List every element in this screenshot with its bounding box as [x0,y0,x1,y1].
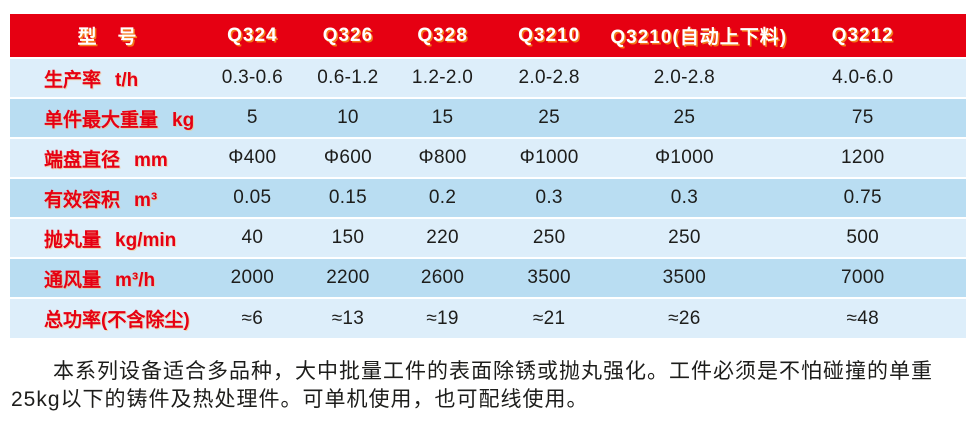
spec-value-cell: 150 [299,217,397,258]
spec-value-cell: Φ600 [299,137,397,178]
spec-value-cell: 10 [299,97,397,138]
row-label-cell: 生产率 t/h [10,57,206,98]
spec-value-cell: 2600 [396,257,489,298]
row-label-cell: 总功率(不含除尘) [10,297,206,338]
column-header-model: Q328 [396,14,489,58]
spec-value-cell: ≈19 [396,297,489,338]
spec-value-cell: Φ400 [205,137,300,178]
table-row: 端盘直径 mm Φ400 Φ600 Φ800 Φ1000 Φ1000 1200 [10,137,966,178]
row-unit: t/h [115,69,139,91]
spec-value-cell: 2.0-2.8 [609,57,760,98]
spec-value-cell: ≈13 [299,297,397,338]
spec-value-cell: 1200 [759,137,966,178]
row-label-cell: 抛丸量 kg/min [10,217,206,258]
spec-value-cell: Φ1000 [609,137,760,178]
spec-value-cell: 4.0-6.0 [759,57,966,98]
spec-table: 型 号 Q324 Q326 Q328 Q3210 Q3210(自动上下料) Q3212 生产… [10,14,966,338]
spec-value-cell: 2.0-2.8 [488,57,610,98]
spec-value-cell: ≈6 [205,297,300,338]
spec-value-cell: 1.2-2.0 [396,57,489,98]
spec-value-cell: 2000 [205,257,300,298]
row-label-cell: 通风量 m³/h [10,257,206,298]
spec-value-cell: 0.3 [609,177,760,218]
spec-value-cell: 0.6-1.2 [299,57,397,98]
row-label: 有效容积 [44,189,121,211]
spec-value-cell: 40 [205,217,300,258]
row-label: 端盘直径 [44,149,121,171]
column-header-model: Q3210(自动上下料) [609,14,786,58]
column-header-model: Q3210 [488,14,610,58]
spec-value-cell: 2200 [299,257,397,298]
spec-value-cell: 0.2 [396,177,489,218]
table-header-row: 型 号 Q324 Q326 Q328 Q3210 Q3210(自动上下料) Q3212 [10,14,966,58]
description-line: 本系列设备适合多品种，大中批量工件的表面除锈或抛丸强化。工件必须是不怕碰撞的单重 [53,360,933,383]
table-body: 生产率 t/h 0.3-0.6 0.6-1.2 1.2-2.0 2.0-2.8 2.0-2.… [10,57,966,338]
row-unit: mm [134,149,168,171]
spec-value-cell: Φ1000 [488,137,610,178]
row-unit: m³ [134,189,158,211]
column-header-model: Q324 [205,14,300,58]
spec-value-cell: 500 [759,217,966,258]
spec-value-cell: 15 [396,97,489,138]
spec-value-cell: 0.05 [205,177,300,218]
row-label: 总功率(不含除尘) [44,310,190,331]
models-header-label: 型 号 [10,14,206,58]
spec-value-cell: 5 [205,97,300,138]
spec-value-cell: 250 [488,217,610,258]
table-row: 抛丸量 kg/min 40 150 220 250 250 500 [10,217,966,258]
row-label-cell: 端盘直径 mm [10,137,206,178]
row-unit: kg/min [115,229,177,251]
spec-value-cell: 250 [609,217,760,258]
row-label: 单件最大重量 [44,109,159,131]
table-row: 单件最大重量 kg 5 10 15 25 25 75 [10,97,966,138]
spec-value-cell: 3500 [488,257,610,298]
spec-value-cell: 0.3-0.6 [205,57,300,98]
spec-value-cell: 220 [396,217,489,258]
column-header-model: Q3212 [759,14,966,58]
spec-value-cell: 3500 [609,257,760,298]
row-label-cell: 单件最大重量 kg [10,97,206,138]
spec-value-cell: 0.75 [759,177,966,218]
spec-value-cell: Φ800 [396,137,489,178]
spec-value-cell: 0.15 [299,177,397,218]
spec-value-cell: 75 [759,97,966,138]
description-paragraph: 本系列设备适合多品种，大中批量工件的表面除锈或抛丸强化。工件必须是不怕碰撞的单重… [11,358,967,414]
column-header-model: Q326 [299,14,397,58]
row-label: 生产率 [44,69,102,91]
row-unit: kg [172,109,195,131]
row-label: 通风量 [44,269,102,291]
spec-value-cell: 25 [488,97,610,138]
spec-value-cell: 7000 [759,257,966,298]
spec-value-cell: 25 [609,97,760,138]
table-row: 有效容积 m³ 0.05 0.15 0.2 0.3 0.3 0.75 [10,177,966,218]
row-label-cell: 有效容积 m³ [10,177,206,218]
row-label: 抛丸量 [44,229,102,251]
row-unit: m³/h [115,269,156,291]
spec-value-cell: ≈26 [609,297,760,338]
spec-value-cell: ≈48 [759,297,966,338]
description-line: 25kg以下的铸件及热处理件。可单机使用，也可配线使用。 [11,388,589,411]
table-row: 生产率 t/h 0.3-0.6 0.6-1.2 1.2-2.0 2.0-2.8 2.0-2.… [10,57,966,98]
table-head: 型 号 Q324 Q326 Q328 Q3210 Q3210(自动上下料) Q3212 [10,14,966,58]
table-row: 通风量 m³/h 2000 2200 2600 3500 3500 7000 [10,257,966,298]
spec-value-cell: ≈21 [488,297,610,338]
table-row: 总功率(不含除尘) ≈6 ≈13 ≈19 ≈21 ≈26 ≈48 [10,297,966,338]
spec-value-cell: 0.3 [488,177,610,218]
